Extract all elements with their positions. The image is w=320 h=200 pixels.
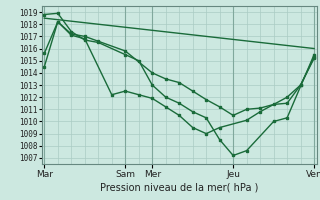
X-axis label: Pression niveau de la mer( hPa ): Pression niveau de la mer( hPa ) — [100, 183, 258, 193]
